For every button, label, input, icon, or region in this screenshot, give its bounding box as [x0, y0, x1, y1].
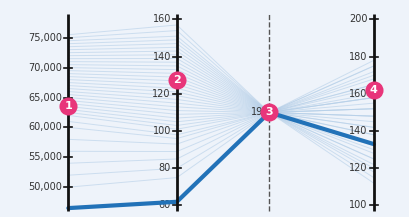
Text: 120: 120: [152, 89, 171, 99]
Text: 200: 200: [348, 14, 367, 24]
Text: 160: 160: [152, 14, 171, 24]
Text: 55,000: 55,000: [28, 152, 62, 162]
Text: 1: 1: [64, 100, 72, 110]
Text: 60: 60: [158, 201, 171, 210]
Text: 140: 140: [152, 52, 171, 62]
Text: 2: 2: [173, 75, 180, 85]
Text: 100: 100: [152, 126, 171, 136]
Text: 140: 140: [348, 126, 367, 136]
Text: 160: 160: [348, 89, 367, 99]
Text: 65,000: 65,000: [28, 92, 62, 102]
Text: 80: 80: [158, 163, 171, 173]
Text: 70,000: 70,000: [28, 63, 62, 73]
Text: 60,000: 60,000: [29, 122, 62, 132]
Text: 75,000: 75,000: [28, 33, 62, 43]
Text: 120: 120: [348, 163, 367, 173]
Text: 50,000: 50,000: [28, 182, 62, 192]
Text: 3: 3: [265, 107, 272, 117]
Text: 180: 180: [348, 52, 367, 62]
Text: 19: 19: [250, 107, 263, 117]
Text: 100: 100: [348, 201, 367, 210]
Text: 4: 4: [369, 85, 377, 95]
